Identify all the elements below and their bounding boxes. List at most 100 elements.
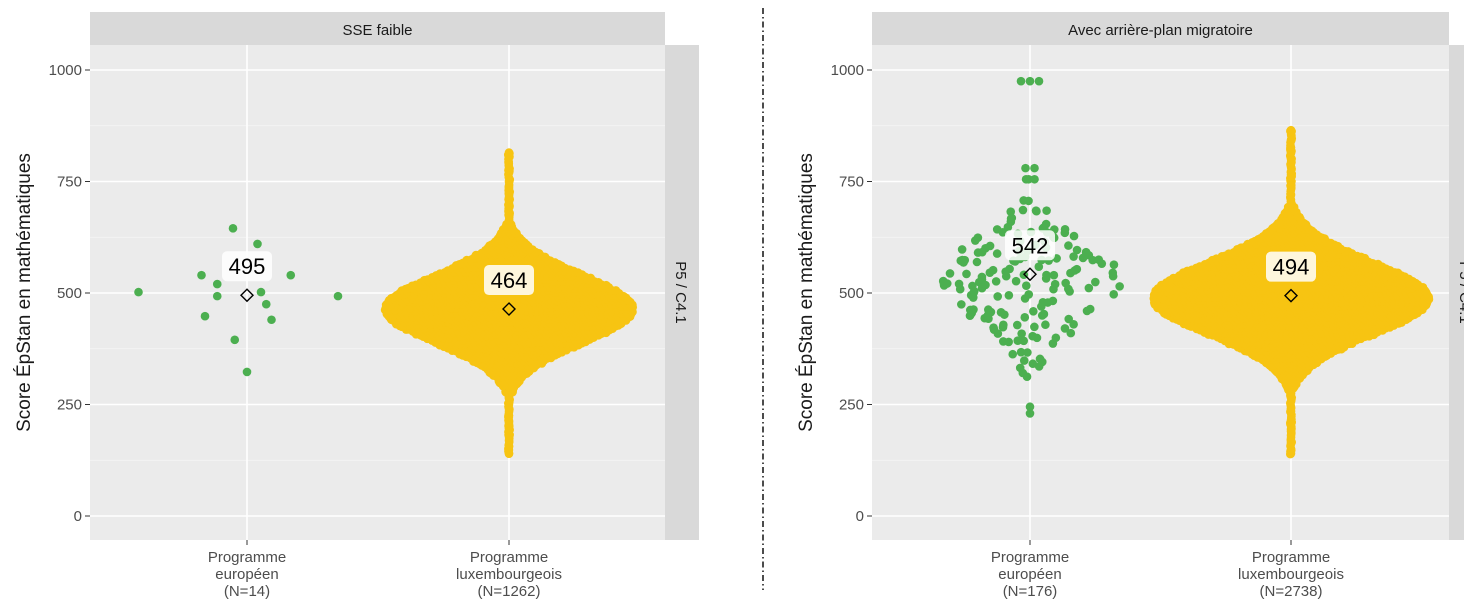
data-point [1049, 270, 1059, 280]
data-point [504, 163, 514, 173]
data-point [998, 337, 1008, 346]
data-point [1015, 363, 1025, 373]
data-point [1084, 283, 1094, 293]
data-point [972, 257, 982, 267]
x-category-label: (N=14) [224, 583, 270, 600]
data-point [973, 233, 983, 242]
data-point [230, 335, 240, 345]
data-point [962, 269, 971, 279]
row-strip-label: P5 / C4.1 [672, 261, 689, 324]
data-point [954, 279, 964, 289]
x-category-label: européen [998, 566, 1061, 583]
data-point [1041, 320, 1050, 330]
data-point [1008, 349, 1018, 359]
data-point [256, 287, 266, 297]
data-point [1025, 76, 1035, 86]
facet-title: SSE faible [342, 22, 412, 39]
data-point [1108, 271, 1118, 281]
data-point [939, 279, 949, 288]
y-tick-label: 750 [839, 174, 864, 191]
data-point [1004, 290, 1014, 300]
x-category-label: Programme [208, 549, 286, 566]
data-point [1013, 336, 1023, 345]
row-strip [665, 45, 699, 540]
data-point [261, 299, 271, 309]
data-point [1029, 306, 1038, 316]
data-point [1042, 270, 1051, 280]
data-point [1011, 276, 1021, 286]
x-category-label: (N=176) [1003, 583, 1058, 600]
data-point [504, 148, 514, 157]
data-point [1091, 277, 1100, 287]
data-point [1019, 356, 1029, 365]
mean-marker [240, 288, 254, 303]
data-point [1034, 362, 1044, 371]
data-point [1069, 252, 1078, 261]
data-point [1016, 76, 1026, 86]
data-point [965, 305, 975, 315]
y-tick-label: 0 [856, 508, 864, 525]
y-tick-label: 1000 [49, 62, 82, 79]
data-point [1030, 322, 1039, 332]
data-point [242, 367, 252, 377]
data-point [989, 323, 998, 332]
data-point [1072, 264, 1082, 274]
data-point [1081, 248, 1091, 258]
data-point [1022, 281, 1031, 291]
data-point [1023, 348, 1032, 357]
data-point [957, 245, 967, 254]
data-point [1024, 196, 1033, 206]
data-point [1020, 313, 1030, 322]
facet-strip [90, 12, 665, 45]
data-point [999, 320, 1008, 330]
data-point [1042, 206, 1051, 215]
data-point [1064, 241, 1073, 250]
data-point [991, 277, 1001, 286]
data-point [504, 190, 514, 200]
x-category-label: européen [215, 566, 278, 583]
x-category-label: Programme [991, 549, 1069, 566]
data-point [1020, 294, 1030, 303]
data-point [1032, 333, 1042, 343]
data-point [1025, 409, 1035, 418]
y-axis-title: Score ÉpStan en mathématiques [796, 153, 817, 432]
data-point [504, 411, 514, 420]
data-point [1030, 163, 1039, 173]
data-point [333, 291, 343, 301]
data-point [983, 310, 993, 320]
data-point [1003, 222, 1013, 232]
facet-title: Avec arrière-plan migratoire [1068, 22, 1253, 39]
series-points [134, 224, 343, 377]
x-category-label: (N=2738) [1260, 583, 1323, 600]
x-category-label: luxembourgeois [1238, 566, 1344, 583]
data-point [1049, 284, 1058, 294]
y-tick-label: 0 [74, 508, 82, 525]
data-point [981, 280, 990, 290]
mean-label: 542 [1012, 233, 1049, 258]
data-point [1060, 324, 1070, 333]
data-point [1034, 76, 1044, 86]
data-point [1030, 174, 1039, 184]
mean-label-box [222, 251, 272, 282]
data-point [996, 308, 1006, 317]
data-point [1069, 231, 1079, 241]
mean-label: 464 [491, 268, 528, 293]
data-point [1034, 262, 1044, 272]
data-point [134, 287, 143, 297]
data-point [1051, 333, 1061, 343]
data-point [992, 225, 1002, 234]
x-category-label: luxembourgeois [456, 566, 562, 583]
data-point [1060, 228, 1070, 238]
data-point [1012, 320, 1022, 330]
x-category-label: Programme [470, 549, 548, 566]
x-category-label: (N=1262) [478, 583, 541, 600]
data-point [286, 270, 296, 280]
data-point [988, 265, 998, 275]
data-point [212, 279, 222, 289]
y-tick-label: 500 [57, 285, 82, 302]
data-point [1115, 282, 1124, 291]
y-tick-label: 250 [839, 397, 864, 414]
y-tick-label: 500 [839, 285, 864, 302]
data-point [959, 258, 968, 267]
